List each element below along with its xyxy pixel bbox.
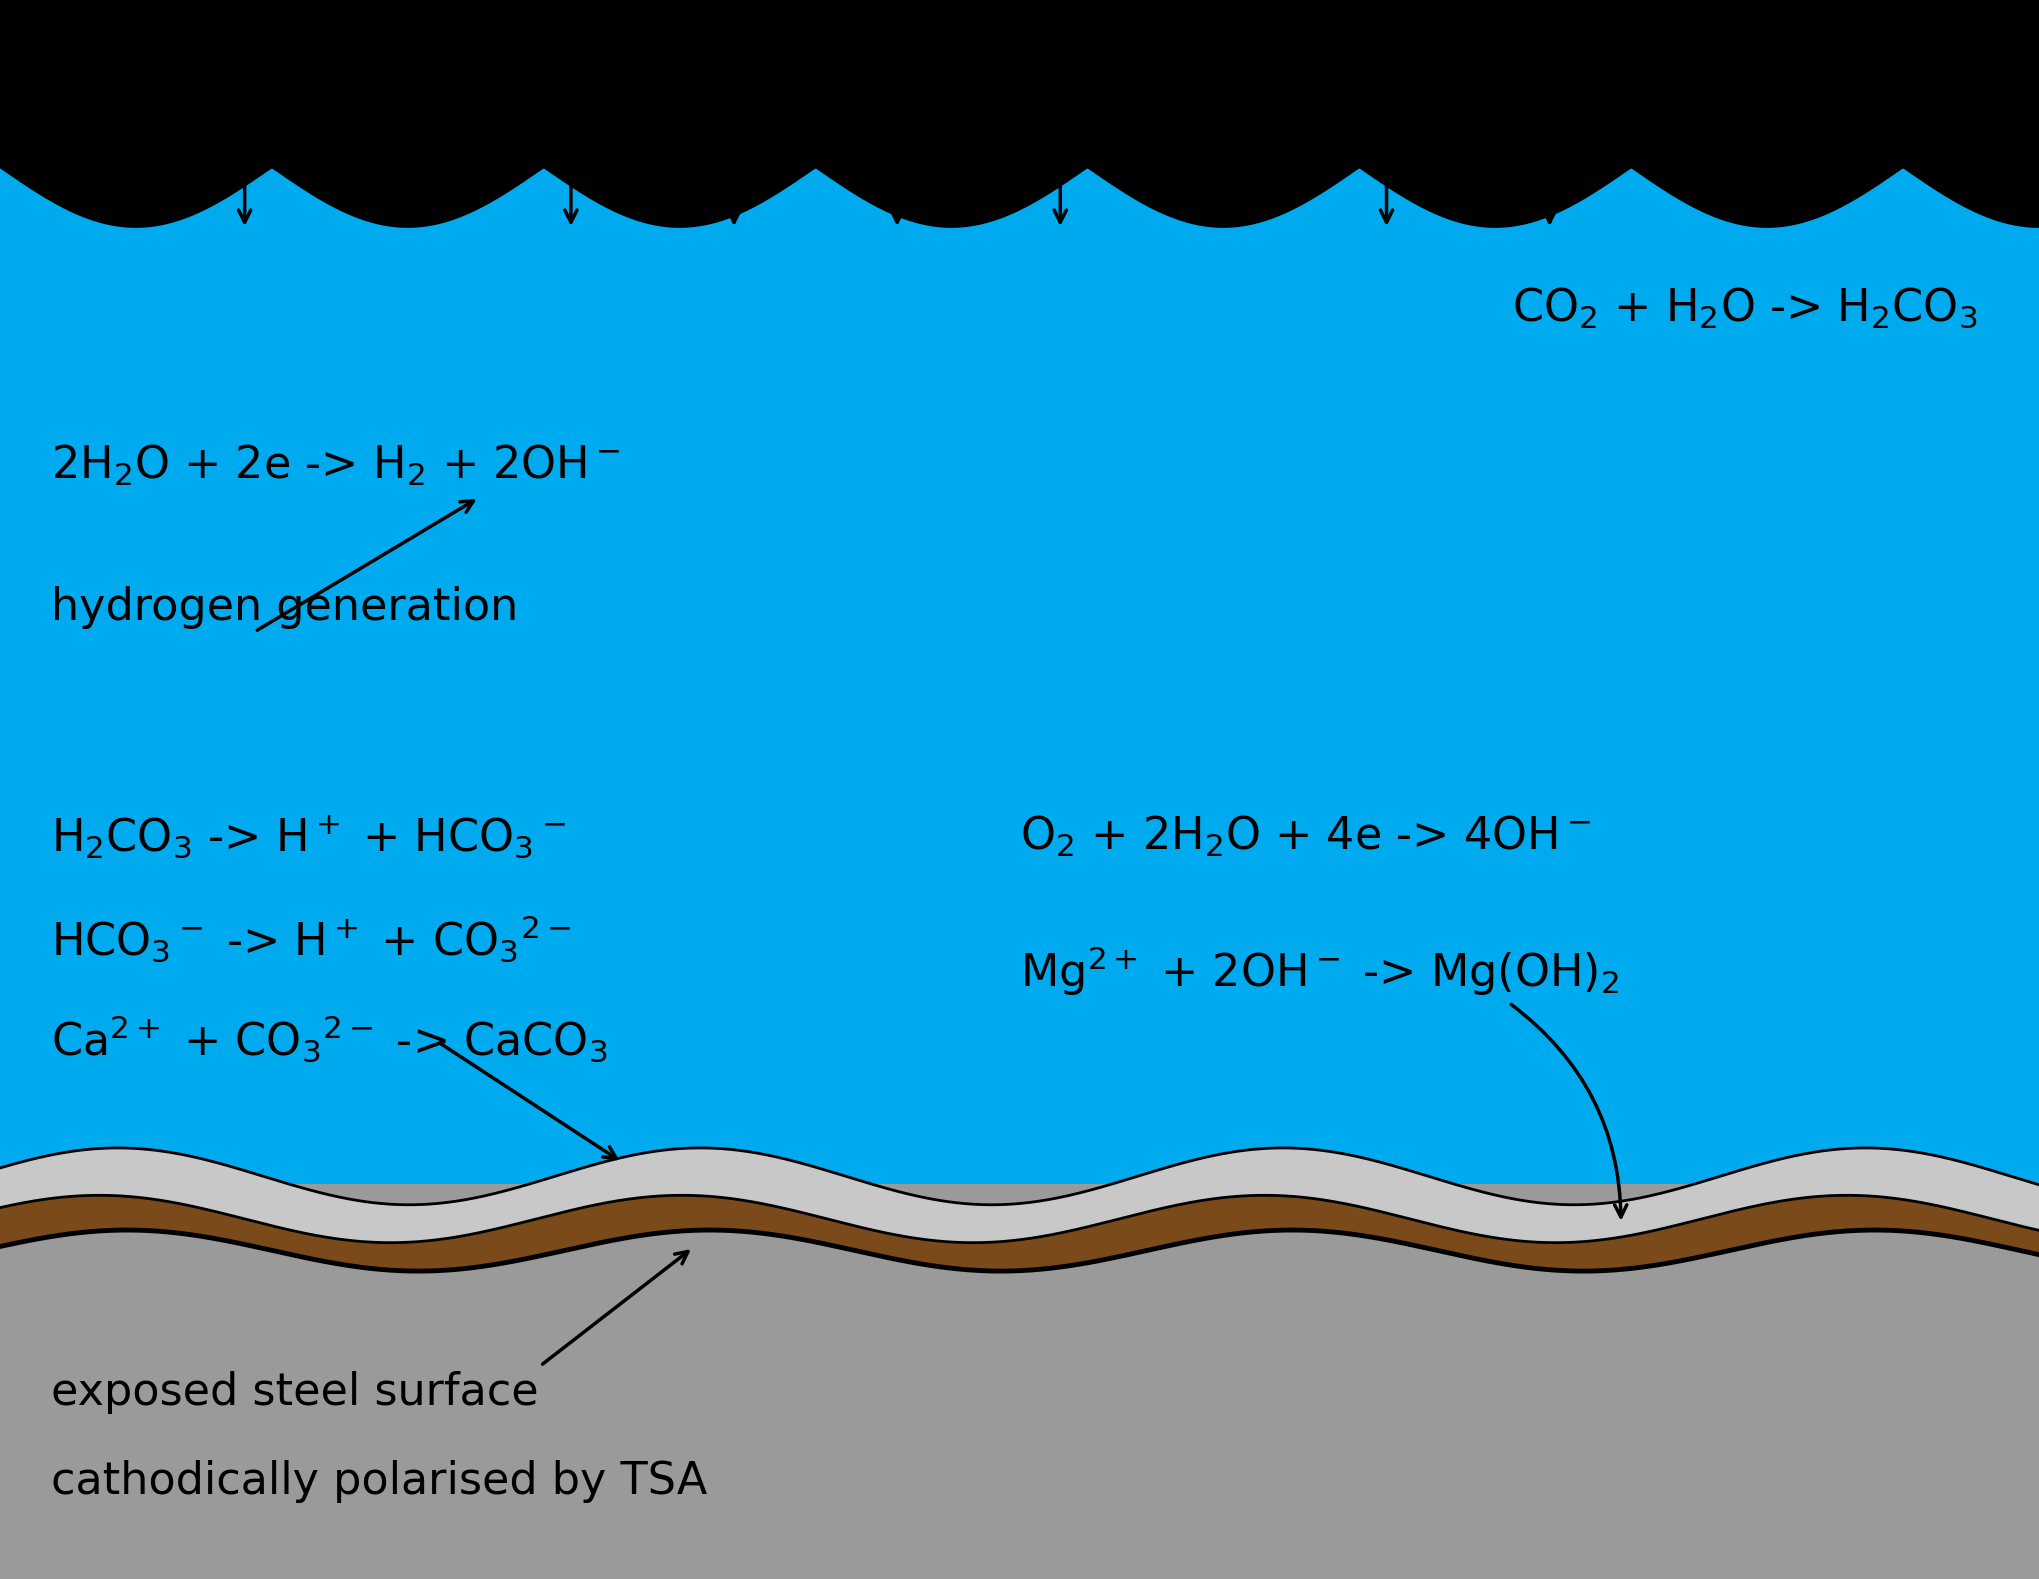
Bar [0, 0, 2039, 1295]
Text: H$_2$CO$_3$ -> H$^+$ + HCO$_3$$^-$: H$_2$CO$_3$ -> H$^+$ + HCO$_3$$^-$ [51, 813, 567, 861]
Text: sea water: sea water [1760, 76, 1978, 120]
Text: Ca$^{2+}$ + CO$_3$$^{2-}$ -> CaCO$_3$: Ca$^{2+}$ + CO$_3$$^{2-}$ -> CaCO$_3$ [51, 1014, 608, 1064]
Polygon shape [0, 1195, 2039, 1271]
Text: 2H$_2$O + 2e -> H$_2$ + 2OH$^-$: 2H$_2$O + 2e -> H$_2$ + 2OH$^-$ [51, 444, 620, 488]
Bar [0, 1184, 2039, 1579]
Polygon shape [0, 1148, 2039, 1243]
Text: cathodically polarised by TSA: cathodically polarised by TSA [51, 1459, 708, 1503]
Text: HCO$_3$$^-$ -> H$^+$ + CO$_3$$^{2-}$: HCO$_3$$^-$ -> H$^+$ + CO$_3$$^{2-}$ [51, 914, 571, 965]
Polygon shape [0, 0, 2039, 226]
Text: exposed steel surface: exposed steel surface [51, 1371, 538, 1415]
Text: O$_2$ + 2H$_2$O + 4e -> 4OH$^-$: O$_2$ + 2H$_2$O + 4e -> 4OH$^-$ [1020, 815, 1590, 859]
Text: CO$_2$ + H$_2$O -> H$_2$CO$_3$: CO$_2$ + H$_2$O -> H$_2$CO$_3$ [1513, 286, 1978, 330]
Text: Mg$^{2+}$ + 2OH$^-$ -> Mg(OH)$_2$: Mg$^{2+}$ + 2OH$^-$ -> Mg(OH)$_2$ [1020, 944, 1619, 998]
Text: hydrogen generation: hydrogen generation [51, 586, 518, 630]
